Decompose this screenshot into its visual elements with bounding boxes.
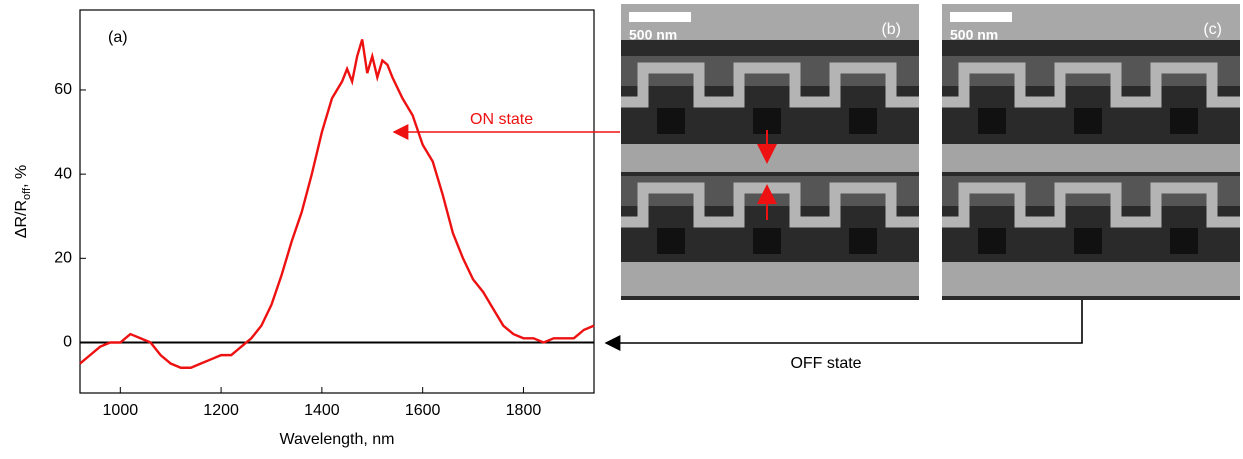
y-label-main: ΔR/R (13, 200, 30, 238)
off-arrow (604, 300, 1083, 351)
x-axis-label: Wavelength, nm (279, 431, 394, 448)
panel-label: (a) (108, 29, 128, 46)
x-tick-label: 1400 (304, 402, 340, 419)
series-label: ON state (470, 111, 533, 128)
y-tick-label: 20 (54, 250, 72, 267)
x-tick-label: 1600 (405, 402, 441, 419)
x-tick-label: 1000 (103, 402, 139, 419)
sem-image (621, 4, 919, 300)
y-axis-label: ΔR/Roff, % (13, 165, 33, 238)
plot: 0 20 40 60 1000 1200 1400 1600 1800 Wavelength, n… (13, 9, 595, 448)
x-tick-label: 1800 (506, 402, 542, 419)
off-label: OFF state (790, 355, 861, 372)
image-label: (b) (881, 21, 901, 38)
sem-images: 500 nm (b) 500 nm (c) (621, 4, 1240, 300)
y-label-sub: off (21, 187, 33, 200)
x-tick-label: 1200 (203, 402, 239, 419)
plot-frame (79, 9, 595, 394)
scale-bar-label: 500 nm (629, 27, 677, 43)
data-line (79, 39, 595, 369)
sem-image (942, 4, 1240, 300)
y-tick-label: 0 (63, 334, 72, 351)
scale-bar-label: 500 nm (950, 27, 998, 43)
y-tick-label: 60 (54, 81, 72, 98)
y-label-suffix: , % (13, 165, 30, 188)
image-label: (c) (1203, 21, 1222, 38)
y-tick-label: 40 (54, 165, 72, 182)
